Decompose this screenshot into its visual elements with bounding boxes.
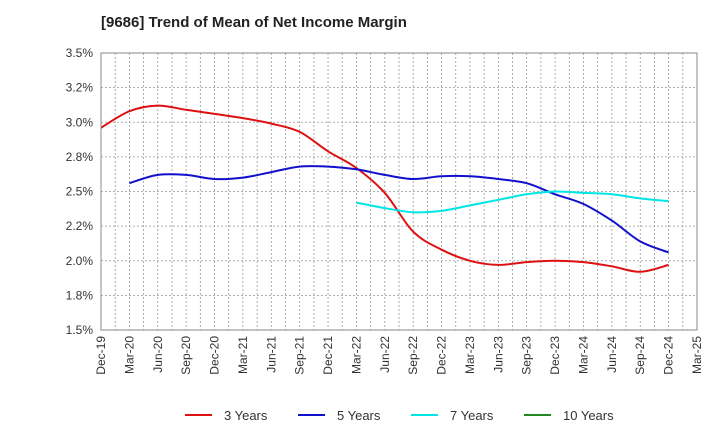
- chart-title: [9686] Trend of Mean of Net Income Margi…: [101, 14, 407, 31]
- y-tick-label: 3.0%: [66, 115, 94, 129]
- y-tick-label: 2.2%: [66, 219, 94, 233]
- x-tick-label: Mar-21: [236, 336, 250, 374]
- y-tick-label: 2.5%: [66, 185, 94, 199]
- x-tick-label: Sep-22: [406, 336, 420, 375]
- legend-label-5-years: 5 Years: [337, 408, 381, 423]
- legend: 3 Years 5 Years 7 Years 10 Years: [185, 408, 614, 423]
- x-tick-label: Jun-20: [151, 336, 165, 373]
- legend-label-7-years: 7 Years: [450, 408, 494, 423]
- y-tick-label: 1.8%: [66, 288, 94, 302]
- x-tick-label: Jun-24: [605, 336, 619, 373]
- grid-lines: [101, 52, 697, 331]
- plot-frame: [100, 52, 698, 331]
- x-tick-label: Dec-23: [548, 336, 562, 375]
- x-tick-label: Dec-19: [94, 336, 108, 375]
- series-line-3-years: [100, 104, 669, 273]
- x-tick-label: Mar-24: [576, 336, 590, 374]
- y-tick-label: 2.0%: [66, 254, 94, 268]
- x-tick-label: Sep-21: [293, 336, 307, 375]
- x-tick-label: Mar-20: [122, 336, 136, 374]
- series-line-7-years: [356, 190, 669, 214]
- y-tick-label: 1.5%: [66, 323, 94, 337]
- x-tick-label: Mar-22: [349, 336, 363, 374]
- legend-label-3-years: 3 Years: [224, 408, 268, 423]
- x-tick-label: Sep-20: [179, 336, 193, 375]
- series-lines: [100, 104, 669, 273]
- legend-label-10-years: 10 Years: [563, 408, 614, 423]
- x-tick-label: Jun-23: [491, 336, 505, 373]
- x-tick-label: Sep-24: [633, 336, 647, 375]
- axis-tick-labels: 1.5% 1.8% 2.0% 2.2% 2.5% 2.8% 3.0% 3.2% 3.5% Dec-…: [66, 46, 704, 375]
- x-tick-label: Dec-21: [321, 336, 335, 375]
- y-tick-label: 3.5%: [66, 46, 94, 60]
- x-tick-label: Dec-20: [208, 336, 222, 375]
- x-tick-label: Dec-22: [435, 336, 449, 375]
- y-tick-label: 3.2%: [66, 81, 94, 95]
- x-tick-label: Mar-23: [463, 336, 477, 374]
- y-tick-label: 2.8%: [66, 150, 94, 164]
- series-line-5-years: [129, 165, 669, 254]
- x-tick-label: Sep-23: [520, 336, 534, 375]
- x-tick-label: Jun-22: [378, 336, 392, 373]
- x-tick-label: Mar-25: [690, 336, 704, 374]
- x-tick-label: Dec-24: [662, 336, 676, 375]
- x-tick-label: Jun-21: [264, 336, 278, 373]
